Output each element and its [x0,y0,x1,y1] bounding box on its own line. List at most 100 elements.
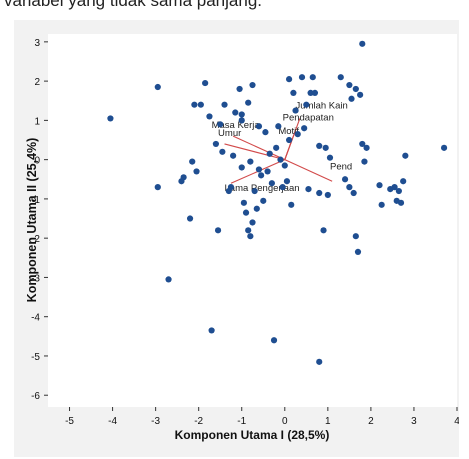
data-point [294,131,301,138]
data-point [262,129,269,136]
top-caption: variabel yang tidak sama panjang. [4,0,262,10]
data-point [395,187,402,195]
loading-vector-label: Jumlah Kain [296,101,348,112]
data-point [359,40,366,47]
data-point [346,184,353,191]
loading-vector-label: Pend [330,161,352,172]
data-point [311,89,319,96]
biplot-chart: 3 2 1 0 -1 -2 -3 -4 -5 -6 -5 -4 -3 -2 -1 0 1 2 3 4 Jumlah … [25,34,459,442]
data-point [214,227,222,234]
data-point [206,113,213,120]
x-tick-label: 0 [282,416,288,427]
data-point [320,227,327,234]
data-point [247,233,254,240]
data-point [255,123,263,130]
data-point [189,158,196,165]
data-point [350,189,357,197]
loading-vector-label: Pendapatan [283,112,334,123]
y-tick-label: -1 [31,195,40,206]
data-point [208,327,215,334]
data-point [247,158,254,165]
data-point [397,199,405,206]
data-point [324,191,331,199]
data-point [277,156,284,163]
data-point [245,227,252,234]
y-tick-label: 1 [34,116,40,127]
y-tick-label: 0 [34,156,40,167]
y-axis-ticks: 3 2 1 0 -1 -2 -3 -4 -5 -6 [31,38,48,402]
x-tick-label: -2 [194,416,203,427]
data-point [221,101,228,108]
loading-vector-label: Umur [218,128,241,139]
data-point [376,182,383,189]
data-point [193,168,200,175]
data-point [260,197,267,204]
x-tick-label: 3 [411,416,417,427]
data-point [359,140,366,148]
x-axis-ticks: -5 -4 -3 -2 -1 0 1 2 3 4 [65,407,459,427]
loading-vector-line [232,135,286,161]
x-tick-label: 1 [325,416,331,427]
data-point [270,337,278,344]
data-point [245,99,252,106]
data-point [285,136,293,144]
y-tick-label: 3 [34,38,40,49]
data-point [180,174,187,181]
data-point [217,121,224,128]
y-tick-label: -6 [31,391,40,402]
loading-vector-line [224,143,285,161]
data-point [258,172,265,179]
data-point [253,205,260,212]
data-point [357,91,364,98]
loading-vector-label: Motif [278,126,299,137]
data-point [107,115,114,122]
data-point [165,276,172,283]
data-point [238,111,245,118]
data-point [307,89,314,96]
x-tick-label: -5 [65,416,74,427]
data-point [352,233,359,240]
data-point [191,101,198,108]
data-point [348,95,355,102]
data-point [290,89,297,96]
data-point [322,144,329,151]
data-point [219,148,226,155]
data-point [249,81,256,89]
data-point [305,185,312,193]
data-point [227,184,235,191]
data-point [268,180,275,187]
data-point [341,176,349,183]
loading-vector-line [284,159,333,182]
data-point [316,142,323,149]
data-point [186,215,194,222]
data-point [316,358,323,365]
data-point [238,164,245,171]
data-point [279,184,286,191]
data-point [298,74,306,81]
data-point [391,184,398,191]
x-tick-label: -4 [108,416,117,427]
data-point [281,162,288,169]
data-point [303,101,310,108]
data-point [309,74,316,81]
x-tick-label: -3 [151,416,160,427]
x-axis-label: Komponen Utama I (28,5%) [175,428,330,442]
data-point [400,178,407,185]
x-tick-label: -1 [237,416,246,427]
data-point [288,201,295,208]
x-tick-label: 2 [368,416,374,427]
data-point [363,144,370,151]
y-tick-label: -3 [31,273,40,284]
data-point [197,101,204,108]
data-point [378,201,385,208]
loading-vector-label: Lama Pengerjaan [225,183,300,194]
data-point [266,150,273,157]
data-point [232,109,239,116]
data-point [275,123,282,130]
data-point [242,209,250,216]
data-point [264,168,271,175]
loading-vector-label: Masa Kerja [212,120,261,131]
data-point [361,158,368,165]
y-axis-label: Komponen Utama II (25,4%) [25,138,39,303]
data-point [283,178,291,185]
